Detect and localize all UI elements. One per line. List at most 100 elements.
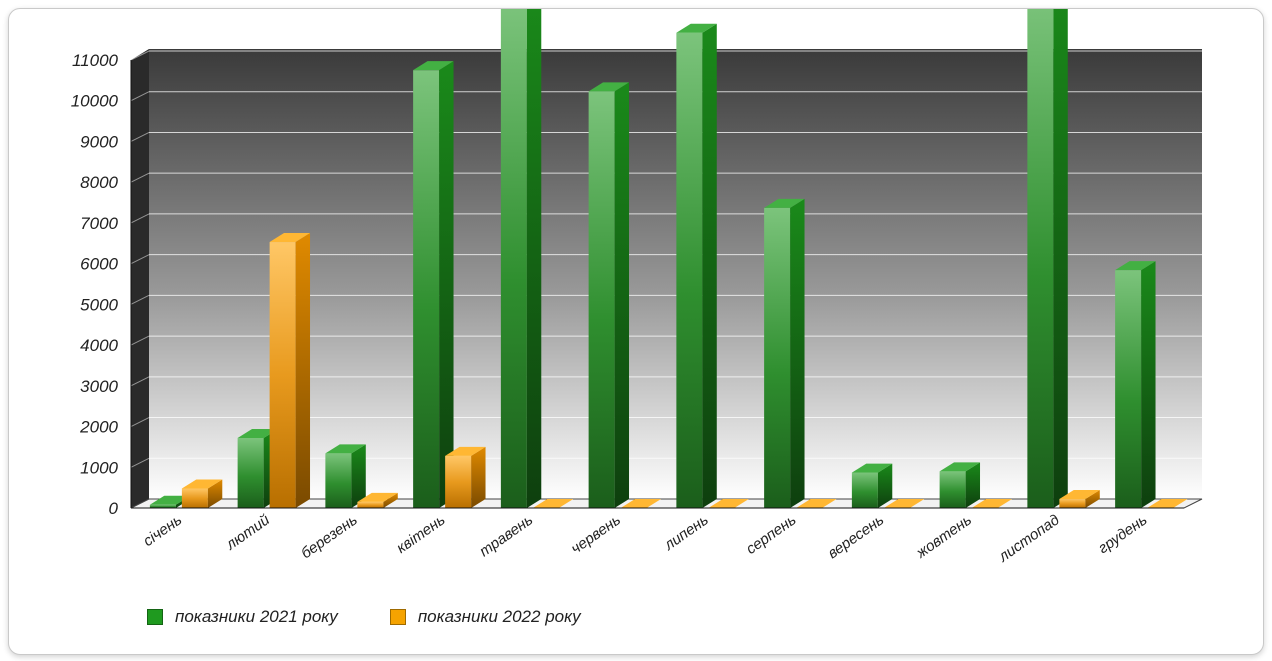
bar-front [1059, 499, 1086, 508]
bar-2022-2 [269, 233, 311, 508]
legend-item-2021: показники 2021 року [147, 607, 338, 627]
gridline-side [130, 457, 150, 468]
bar-top [676, 23, 717, 33]
y-tick-label: 2000 [79, 418, 118, 437]
bar-front [181, 488, 208, 508]
bar-top [357, 492, 398, 502]
gridline-side [130, 376, 150, 387]
x-tick-label: грудень [1095, 511, 1150, 557]
bar-front [764, 207, 791, 508]
gridline-side [130, 50, 150, 61]
x-tick-label: червень [568, 511, 624, 557]
y-tick-label: 7000 [80, 214, 118, 233]
x-tick-label: вересень [825, 511, 888, 562]
bar-side [1085, 490, 1100, 508]
legend-item-2022: показники 2022 року [389, 607, 581, 627]
chart-frame: 0 1000 2000 3000 4000 5000 6000 7000 8000 9000 100… [8, 8, 1264, 655]
bar-2022-8 [796, 499, 837, 508]
bar-side [295, 233, 311, 508]
legend-swatch-2021 [147, 609, 163, 625]
bar-2022-3 [357, 492, 398, 508]
bar-top [708, 499, 749, 508]
bar-top [939, 462, 981, 472]
bar-2022-9 [883, 499, 925, 508]
plot-background [149, 49, 1202, 499]
bar-front [413, 70, 440, 508]
bar-side [383, 492, 398, 508]
x-tick-label: жовтень [912, 511, 975, 562]
bar-2021-9 [851, 463, 893, 508]
y-tick-label: 4000 [80, 336, 118, 355]
bar-top [971, 499, 1013, 508]
bar-front [851, 472, 878, 508]
bar-top [149, 495, 191, 505]
bar-2021-4 [413, 61, 454, 508]
bar-2022-10 [971, 499, 1013, 508]
bar-top [325, 444, 366, 454]
bar-front [588, 91, 615, 509]
bar-2022-4 [445, 446, 486, 508]
bar-front [676, 32, 703, 508]
gridline-side [130, 417, 150, 427]
bar-2022-5 [532, 499, 574, 508]
bar-side [439, 61, 454, 508]
bar-2022-6 [620, 499, 662, 508]
plot-side-wall [131, 49, 149, 508]
y-tick-label: 6000 [80, 255, 118, 274]
legend-swatch-2022 [389, 609, 406, 625]
bar-front [1027, 9, 1054, 508]
x-tick-label: липень [661, 511, 712, 554]
x-tick-label: травень [476, 511, 536, 560]
y-tick-label: 9000 [80, 132, 118, 151]
bar-top [796, 499, 837, 508]
bar-side [526, 9, 542, 508]
bar-top [851, 463, 893, 473]
bar-2021-12 [1115, 261, 1156, 508]
legend: показники 2021 року показники 2022 року [147, 607, 633, 627]
bar-front [500, 9, 527, 509]
bar-side [965, 462, 981, 508]
bar-top [181, 479, 223, 489]
y-tick-label: 0 [109, 499, 119, 518]
y-tick-label: 11000 [72, 51, 119, 70]
bar-side [1141, 261, 1156, 508]
bar-chart: 0 1000 2000 3000 4000 5000 6000 7000 8000 9000 100… [71, 9, 1203, 566]
y-tick-label: 8000 [80, 173, 118, 192]
bar-top [1059, 490, 1100, 500]
x-tick-label: березень [298, 511, 361, 562]
x-tick-label: січень [140, 511, 185, 550]
bar-2021-5 [500, 9, 542, 509]
bar-side [351, 444, 366, 508]
gridline-side [130, 91, 150, 102]
bar-2022-12 [1147, 499, 1188, 508]
bar-side [877, 463, 893, 508]
bar-top [764, 198, 805, 208]
bar-top [413, 61, 454, 71]
bar-2021-7 [676, 23, 717, 508]
y-tick-label: 5000 [80, 295, 118, 314]
bar-2022-11 [1059, 490, 1100, 508]
bar-side [614, 82, 630, 509]
x-tick-label: квітень [393, 511, 448, 557]
x-tick-label: серпень [743, 511, 799, 558]
x-tick-label: лютий [222, 511, 273, 554]
bar-side [1053, 9, 1068, 508]
bar-front [1115, 270, 1142, 508]
legend-label-2021: показники 2021 року [175, 607, 338, 626]
bar-2021-6 [588, 82, 630, 509]
bar-top [883, 499, 925, 508]
bar-top [269, 233, 311, 243]
gridline-side [130, 132, 150, 142]
bar-top [532, 499, 574, 508]
gridline-side [130, 213, 150, 224]
gridline-side [130, 335, 150, 346]
bar-2021-10 [939, 462, 981, 508]
bar-top [237, 428, 279, 438]
bar-2022-7 [708, 499, 749, 508]
gridline-side [130, 254, 150, 265]
bar-top [588, 82, 630, 92]
bar-top [620, 499, 662, 508]
bar-front [237, 437, 264, 508]
bar-front [445, 455, 472, 508]
y-tick-label: 3000 [80, 377, 118, 396]
